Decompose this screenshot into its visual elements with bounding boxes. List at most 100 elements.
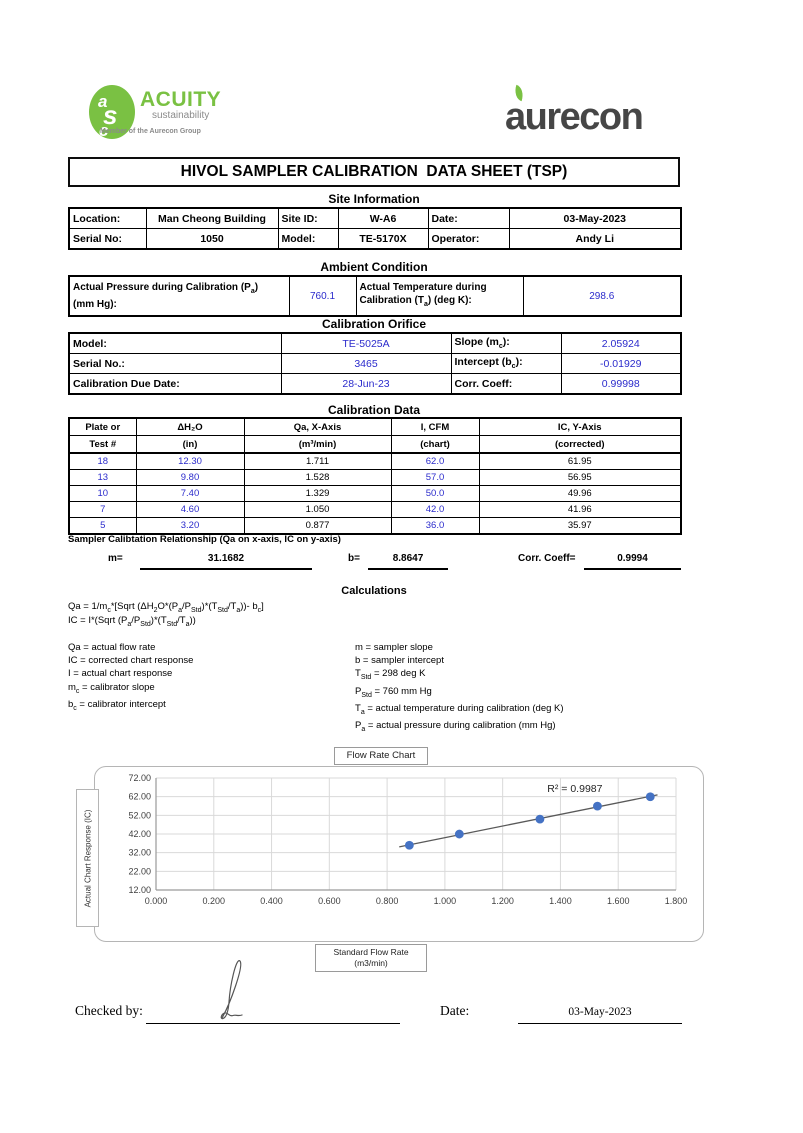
col-header: (chart) bbox=[390, 435, 480, 454]
svg-text:52.00: 52.00 bbox=[128, 810, 151, 820]
definition-item: PStd = 760 mm Hg bbox=[355, 685, 432, 699]
table-row: Location: Man Cheong Building Site ID: W… bbox=[68, 207, 682, 229]
orifice-intercept-label: Intercept (bc): bbox=[450, 353, 562, 374]
svg-text:42.00: 42.00 bbox=[128, 829, 151, 839]
acuity-monogram-icon: a s c bbox=[89, 85, 135, 140]
svg-text:a: a bbox=[98, 92, 107, 111]
calibration-orifice-heading: Calibration Orifice bbox=[321, 317, 427, 331]
svg-text:1.200: 1.200 bbox=[491, 896, 514, 906]
cell-dh2o: 7.40 bbox=[135, 485, 245, 502]
acuity-logo-member-line: Member of the Aurecon Group bbox=[100, 128, 201, 135]
svg-text:1.600: 1.600 bbox=[607, 896, 630, 906]
cell-ic: 56.95 bbox=[478, 469, 682, 486]
definitions-right: m = sampler slope b = sampler intercept … bbox=[355, 641, 564, 736]
cell-test-number: 7 bbox=[68, 501, 137, 518]
footer-date-value: 03-May-2023 bbox=[518, 1002, 682, 1024]
ambient-condition-heading: Ambient Condition bbox=[320, 260, 428, 274]
definition-item: Ta = actual temperature during calibrati… bbox=[355, 702, 564, 716]
table-row: 5 3.20 0.877 36.0 35.97 bbox=[68, 517, 682, 535]
cell-ic: 35.97 bbox=[478, 517, 682, 535]
x-axis-title-line2: (m3/min) bbox=[354, 958, 388, 968]
orifice-slope-value: 2.05924 bbox=[560, 332, 682, 354]
scatter-plot: 0.000 0.200 0.400 0.600 0.800 1.000 1.200 1.400… bbox=[128, 773, 688, 906]
col-header: Test # bbox=[68, 435, 137, 454]
operator-label: Operator: bbox=[427, 228, 510, 250]
table-row: 18 12.30 1.711 62.0 61.95 bbox=[68, 452, 682, 470]
corr-coeff-label: Corr. Coeff= bbox=[518, 553, 576, 564]
definition-item: IC = corrected chart response bbox=[68, 655, 194, 667]
pressure-label: Actual Pressure during Calibration (Pa)(… bbox=[68, 275, 290, 317]
signature-line bbox=[146, 1004, 400, 1024]
ambient-condition-table: Actual Pressure during Calibration (Pa)(… bbox=[68, 275, 682, 317]
cell-dh2o: 12.30 bbox=[135, 452, 245, 470]
definition-item: TStd = 298 deg K bbox=[355, 668, 426, 682]
cell-qa: 0.877 bbox=[243, 517, 392, 535]
serial-label: Serial No: bbox=[68, 228, 147, 250]
table-row: 13 9.80 1.528 57.0 56.95 bbox=[68, 469, 682, 486]
table-header-row: Test # (in) (m³/min) (chart) (corrected) bbox=[68, 435, 682, 454]
cell-qa: 1.528 bbox=[243, 469, 392, 486]
col-header: ΔH₂O bbox=[135, 417, 245, 436]
svg-text:0.400: 0.400 bbox=[260, 896, 283, 906]
acuity-logo-name: ACUITY bbox=[140, 88, 222, 111]
cell-test-number: 5 bbox=[68, 517, 137, 535]
x-axis-title-line1: Standard Flow Rate bbox=[333, 947, 409, 957]
svg-text:0.800: 0.800 bbox=[376, 896, 399, 906]
corr-coeff-value: 0.9994 bbox=[584, 553, 681, 570]
table-row: Serial No.: 3465 Intercept (bc): -0.0192… bbox=[68, 353, 682, 374]
cell-ic: 61.95 bbox=[478, 452, 682, 470]
col-header: IC, Y-Axis bbox=[478, 417, 682, 436]
svg-text:62.00: 62.00 bbox=[128, 792, 151, 802]
operator-value: Andy Li bbox=[508, 228, 682, 250]
cell-i-cfm: 36.0 bbox=[390, 517, 480, 535]
orifice-model-label: Model: bbox=[68, 332, 282, 354]
ic-formula: IC = I*(Sqrt (Pa/PStd)*(TStd/Ta)) bbox=[68, 615, 196, 628]
definition-item: bc = calibrator intercept bbox=[68, 698, 166, 712]
cell-test-number: 18 bbox=[68, 452, 137, 470]
col-header: I, CFM bbox=[390, 417, 480, 436]
svg-text:1.000: 1.000 bbox=[434, 896, 457, 906]
table-row: Serial No: 1050 Model: TE-5170X Operator… bbox=[68, 228, 682, 250]
definition-item: Pa = actual pressure during calibration … bbox=[355, 719, 556, 733]
calibration-orifice-table: Model: TE-5025A Slope (mc): 2.05924 Seri… bbox=[68, 332, 682, 395]
cell-dh2o: 9.80 bbox=[135, 469, 245, 486]
orifice-serial-value: 3465 bbox=[280, 353, 452, 374]
col-header: Plate or bbox=[68, 417, 137, 436]
orifice-model-value: TE-5025A bbox=[280, 332, 452, 354]
orifice-corr-label: Corr. Coeff: bbox=[450, 373, 562, 395]
chart-title: Flow Rate Chart bbox=[334, 747, 428, 765]
calibration-data-heading: Calibration Data bbox=[327, 403, 420, 417]
table-row: Actual Pressure during Calibration (Pa)(… bbox=[68, 275, 682, 317]
m-label: m= bbox=[108, 553, 123, 564]
definition-item: Qa = actual flow rate bbox=[68, 642, 156, 653]
col-header: (corrected) bbox=[478, 435, 682, 454]
y-axis-title: Actual Chart Response (IC) bbox=[76, 789, 99, 927]
svg-text:R² = 0.9987: R² = 0.9987 bbox=[547, 783, 602, 795]
svg-text:0.600: 0.600 bbox=[318, 896, 341, 906]
col-header: (m³/min) bbox=[243, 435, 392, 454]
site-id-value: W-A6 bbox=[337, 207, 429, 229]
definition-item: m = sampler slope bbox=[355, 642, 433, 653]
svg-text:0.200: 0.200 bbox=[203, 896, 226, 906]
cell-dh2o: 3.20 bbox=[135, 517, 245, 535]
relationship-heading: Sampler Calibtation Relationship (Qa on … bbox=[68, 534, 341, 545]
date-label: Date: bbox=[427, 207, 510, 229]
cell-i-cfm: 50.0 bbox=[390, 485, 480, 502]
svg-text:1.400: 1.400 bbox=[549, 896, 572, 906]
location-label: Location: bbox=[68, 207, 147, 229]
orifice-corr-value: 0.99998 bbox=[560, 373, 682, 395]
pressure-value: 760.1 bbox=[288, 275, 357, 317]
site-information-table: Location: Man Cheong Building Site ID: W… bbox=[68, 207, 682, 250]
location-value: Man Cheong Building bbox=[145, 207, 279, 229]
orifice-intercept-value: -0.01929 bbox=[560, 353, 682, 374]
cell-ic: 49.96 bbox=[478, 485, 682, 502]
calibration-data-table: Plate or ΔH₂O Qa, X-Axis I, CFM IC, Y-Ax… bbox=[68, 417, 682, 535]
definition-item: b = sampler intercept bbox=[355, 655, 444, 667]
svg-text:22.00: 22.00 bbox=[128, 866, 151, 876]
svg-text:1.800: 1.800 bbox=[665, 896, 688, 906]
acuity-logo: a s c ACUITY sustainability Member of th… bbox=[88, 84, 238, 142]
cell-qa: 1.711 bbox=[243, 452, 392, 470]
temperature-value: 298.6 bbox=[522, 275, 682, 317]
site-information-heading: Site Information bbox=[328, 192, 420, 206]
site-id-label: Site ID: bbox=[277, 207, 339, 229]
